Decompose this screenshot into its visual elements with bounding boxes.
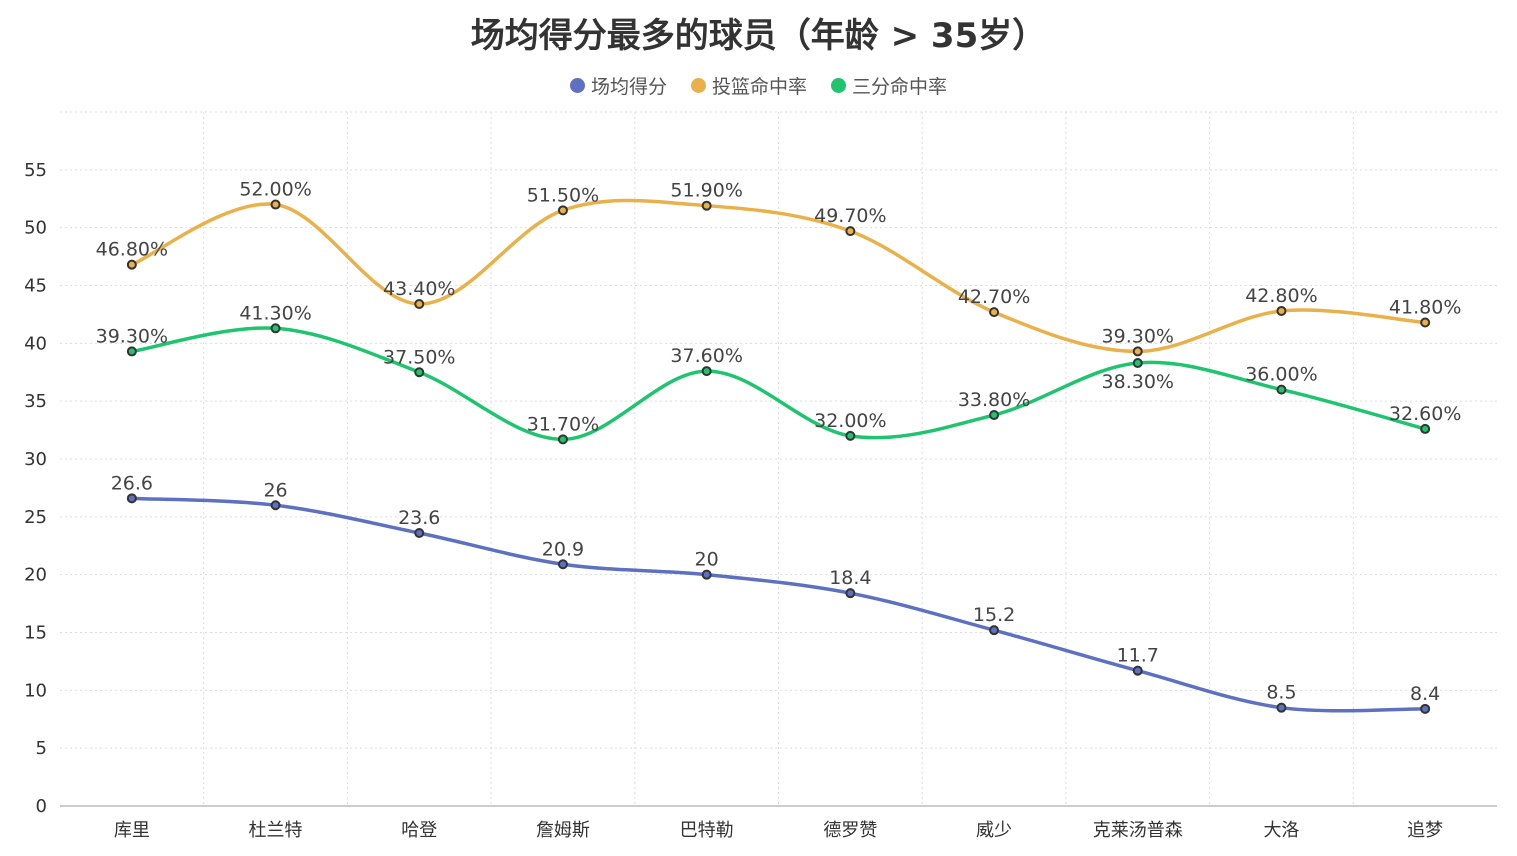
x-tick-label: 大洛 xyxy=(1263,820,1299,841)
legend-marker xyxy=(690,78,706,93)
data-point xyxy=(557,205,568,216)
data-label: 39.30% xyxy=(1102,325,1174,347)
data-point xyxy=(1132,346,1143,357)
x-tick-label: 库里 xyxy=(114,820,150,841)
data-point xyxy=(1420,317,1431,328)
y-tick-label: 45 xyxy=(24,276,47,297)
data-label: 11.7 xyxy=(1117,645,1159,667)
x-tick-label: 巴特勒 xyxy=(680,820,734,841)
data-point xyxy=(701,366,712,377)
data-point xyxy=(270,199,281,210)
data-point xyxy=(989,307,1000,318)
legend-item[interactable]: 场均得分 xyxy=(569,72,667,99)
legend: 场均得分 投篮命中率 三分命中率 xyxy=(0,72,1517,99)
data-point xyxy=(557,434,568,445)
data-label: 26 xyxy=(263,479,287,501)
data-point xyxy=(989,625,1000,636)
data-point xyxy=(1276,702,1287,713)
data-point xyxy=(126,346,137,357)
legend-marker xyxy=(569,78,585,93)
data-label: 18.4 xyxy=(829,567,871,589)
data-label: 26.6 xyxy=(111,472,153,494)
data-label: 33.80% xyxy=(958,389,1030,411)
data-label: 36.00% xyxy=(1245,364,1317,386)
data-label: 38.30% xyxy=(1102,371,1174,393)
x-tick-label: 詹姆斯 xyxy=(536,820,590,841)
data-label: 15.2 xyxy=(973,604,1015,626)
data-label: 52.00% xyxy=(239,179,311,201)
legend-label: 三分命中率 xyxy=(852,76,948,98)
data-label: 31.70% xyxy=(527,413,599,435)
data-label: 32.00% xyxy=(814,410,886,432)
y-tick-label: 30 xyxy=(24,449,47,470)
data-label: 32.60% xyxy=(1389,403,1461,425)
data-point xyxy=(557,559,568,570)
data-label: 46.80% xyxy=(96,239,168,261)
x-tick-label: 克莱汤普森 xyxy=(1093,820,1183,841)
x-tick-label: 哈登 xyxy=(401,820,437,841)
y-tick-label: 25 xyxy=(24,507,47,528)
data-point xyxy=(845,588,856,599)
series-line xyxy=(131,326,1426,442)
data-point xyxy=(126,259,137,270)
data-point xyxy=(701,569,712,580)
legend-item[interactable]: 投篮命中率 xyxy=(690,72,807,99)
data-label: 39.30% xyxy=(96,325,168,347)
y-tick-label: 35 xyxy=(24,391,47,412)
data-label: 37.50% xyxy=(383,346,455,368)
y-tick-label: 0 xyxy=(36,796,47,817)
data-point xyxy=(1132,357,1143,368)
data-label: 41.30% xyxy=(239,302,311,324)
data-point xyxy=(701,200,712,211)
legend-label: 场均得分 xyxy=(590,76,667,98)
data-label: 51.50% xyxy=(527,184,599,206)
series-line xyxy=(131,496,1426,713)
x-tick-label: 追梦 xyxy=(1407,820,1443,841)
data-label: 37.60% xyxy=(670,345,742,367)
y-tick-label: 5 xyxy=(36,738,47,759)
data-label: 41.80% xyxy=(1389,297,1461,319)
y-tick-label: 20 xyxy=(24,565,47,586)
x-tick-label: 威少 xyxy=(976,820,1012,841)
data-point xyxy=(1420,703,1431,714)
x-tick-label: 杜兰特 xyxy=(249,820,303,841)
legend-item[interactable]: 三分命中率 xyxy=(831,72,947,99)
x-tick-label: 德罗赞 xyxy=(823,820,877,841)
data-label: 51.90% xyxy=(670,180,742,202)
y-tick-label: 50 xyxy=(24,218,47,239)
data-point xyxy=(270,323,281,334)
data-point xyxy=(414,299,425,310)
data-label: 8.5 xyxy=(1266,682,1296,704)
legend-label: 投篮命中率 xyxy=(711,76,807,98)
data-point xyxy=(1276,305,1287,316)
data-label: 20.9 xyxy=(542,538,584,560)
y-tick-label: 40 xyxy=(24,333,47,354)
data-point xyxy=(989,410,1000,421)
data-label: 42.70% xyxy=(958,286,1030,308)
data-label: 42.80% xyxy=(1245,285,1317,307)
data-point xyxy=(845,226,856,237)
data-label: 20 xyxy=(695,549,719,571)
chart-title: 场均得分最多的球员（年龄 > 35岁） xyxy=(470,16,1047,56)
data-label: 23.6 xyxy=(398,507,440,529)
data-point xyxy=(126,493,137,504)
data-label: 8.4 xyxy=(1410,683,1440,705)
y-tick-label: 15 xyxy=(24,623,47,644)
y-tick-label: 55 xyxy=(24,160,47,181)
series-line xyxy=(131,198,1426,354)
data-label: 43.40% xyxy=(383,278,455,300)
data-point xyxy=(270,500,281,511)
y-tick-label: 10 xyxy=(24,680,47,701)
legend-marker xyxy=(831,78,846,93)
data-point xyxy=(845,430,856,441)
data-point xyxy=(1132,665,1143,676)
data-point xyxy=(414,367,425,378)
data-point xyxy=(414,528,425,539)
data-point xyxy=(1420,423,1431,434)
data-point xyxy=(1276,384,1287,395)
data-label: 49.70% xyxy=(814,205,886,227)
